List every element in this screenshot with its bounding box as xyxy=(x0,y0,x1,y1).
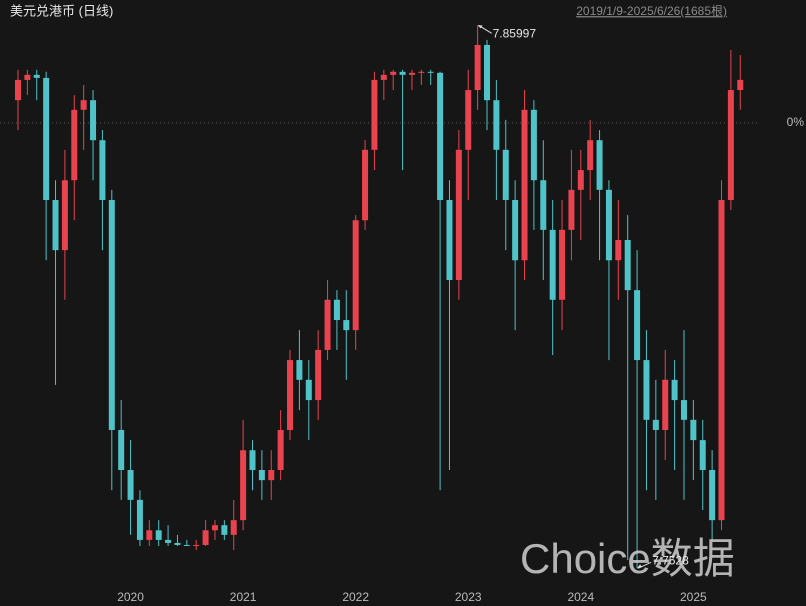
candle-body xyxy=(61,180,68,251)
candle-body xyxy=(230,520,237,535)
candle-body xyxy=(352,220,359,331)
x-tick-label: 2021 xyxy=(230,590,257,604)
candle-body xyxy=(587,140,594,171)
candle-body xyxy=(634,290,641,361)
candle-body xyxy=(680,400,687,420)
candle-body xyxy=(90,100,97,141)
annotation-arrowhead xyxy=(637,564,643,569)
candle-body xyxy=(540,180,547,230)
candle-body xyxy=(71,109,78,181)
candle-body xyxy=(136,499,143,540)
candle-body xyxy=(15,79,21,101)
max-label: 7.85997 xyxy=(493,27,537,41)
candle-body xyxy=(174,542,181,545)
candle-body xyxy=(249,450,256,470)
candle-body xyxy=(33,74,40,78)
candle-body xyxy=(408,72,415,75)
candle-body xyxy=(568,189,575,230)
candle-body xyxy=(512,199,519,261)
candle-body xyxy=(343,320,350,331)
candle-body xyxy=(371,79,378,150)
candle-body xyxy=(399,71,406,75)
candle-body xyxy=(202,530,209,545)
candle-body xyxy=(380,74,387,80)
date-range[interactable]: 2019/1/9-2025/6/26(1685根) xyxy=(576,4,727,18)
candle-body xyxy=(662,379,669,430)
candle-body xyxy=(183,544,190,546)
candle-body xyxy=(493,100,500,150)
candle-body xyxy=(287,360,294,430)
candle-body xyxy=(24,74,31,80)
candle-body xyxy=(559,229,566,300)
candle-body xyxy=(333,299,340,321)
candle-body xyxy=(718,199,725,521)
candle-body xyxy=(643,360,650,420)
candle-body xyxy=(418,71,425,73)
candle-body xyxy=(690,419,697,441)
candle-body xyxy=(709,470,716,521)
candle-body xyxy=(615,240,622,261)
candle-body xyxy=(502,149,509,200)
x-tick-label: 2022 xyxy=(342,590,369,604)
candle-body xyxy=(315,349,322,401)
candle-body xyxy=(146,530,153,540)
candle-body xyxy=(390,71,397,75)
min-label: 7.7528 xyxy=(652,553,689,567)
candle-body xyxy=(296,360,303,380)
candle-body xyxy=(624,240,631,291)
candle-body xyxy=(165,539,172,543)
x-tick-label: 2023 xyxy=(455,590,482,604)
candle-body xyxy=(268,470,275,481)
candle-body xyxy=(727,90,734,200)
candle-body xyxy=(474,44,481,91)
candle-body xyxy=(108,199,115,430)
candle-body xyxy=(324,299,331,350)
candle-body xyxy=(240,450,247,521)
candle-body xyxy=(596,140,603,190)
x-tick-label: 2024 xyxy=(567,590,594,604)
candle-body xyxy=(52,199,59,251)
candle-body xyxy=(549,229,556,300)
candle-body xyxy=(258,470,265,481)
candle-body xyxy=(211,525,218,531)
candle-body xyxy=(127,470,134,500)
candle-body xyxy=(221,525,228,535)
candle-body xyxy=(446,199,453,281)
candle-body xyxy=(671,379,678,401)
candle-body xyxy=(484,44,490,101)
candle-body xyxy=(521,109,528,261)
candle-body xyxy=(455,149,462,281)
annotation-arrowhead xyxy=(477,25,483,29)
watermark: Choice数据 xyxy=(520,535,735,582)
candle-body xyxy=(699,440,706,470)
candle-body xyxy=(80,100,87,110)
candle-body xyxy=(652,419,659,430)
candle-body xyxy=(305,379,312,401)
candle-body xyxy=(43,77,50,200)
candle-body xyxy=(193,544,200,546)
candle-body xyxy=(605,189,612,261)
candle-body xyxy=(465,90,472,150)
candle-body xyxy=(155,530,162,540)
candle-body xyxy=(437,72,444,200)
candle-body xyxy=(577,170,584,190)
candle-body xyxy=(737,79,744,91)
y2-tick-label: 0% xyxy=(787,115,805,129)
candle-body xyxy=(118,429,125,470)
x-tick-label: 2020 xyxy=(117,590,144,604)
chart-title: 美元兑港币 (日线) xyxy=(10,3,113,18)
candle-body xyxy=(99,140,106,200)
candles xyxy=(15,25,744,569)
candle-body xyxy=(362,149,369,221)
x-tick-label: 2025 xyxy=(680,590,707,604)
candle-body xyxy=(530,109,537,181)
candle-body xyxy=(277,429,284,470)
candle-body xyxy=(427,71,434,73)
